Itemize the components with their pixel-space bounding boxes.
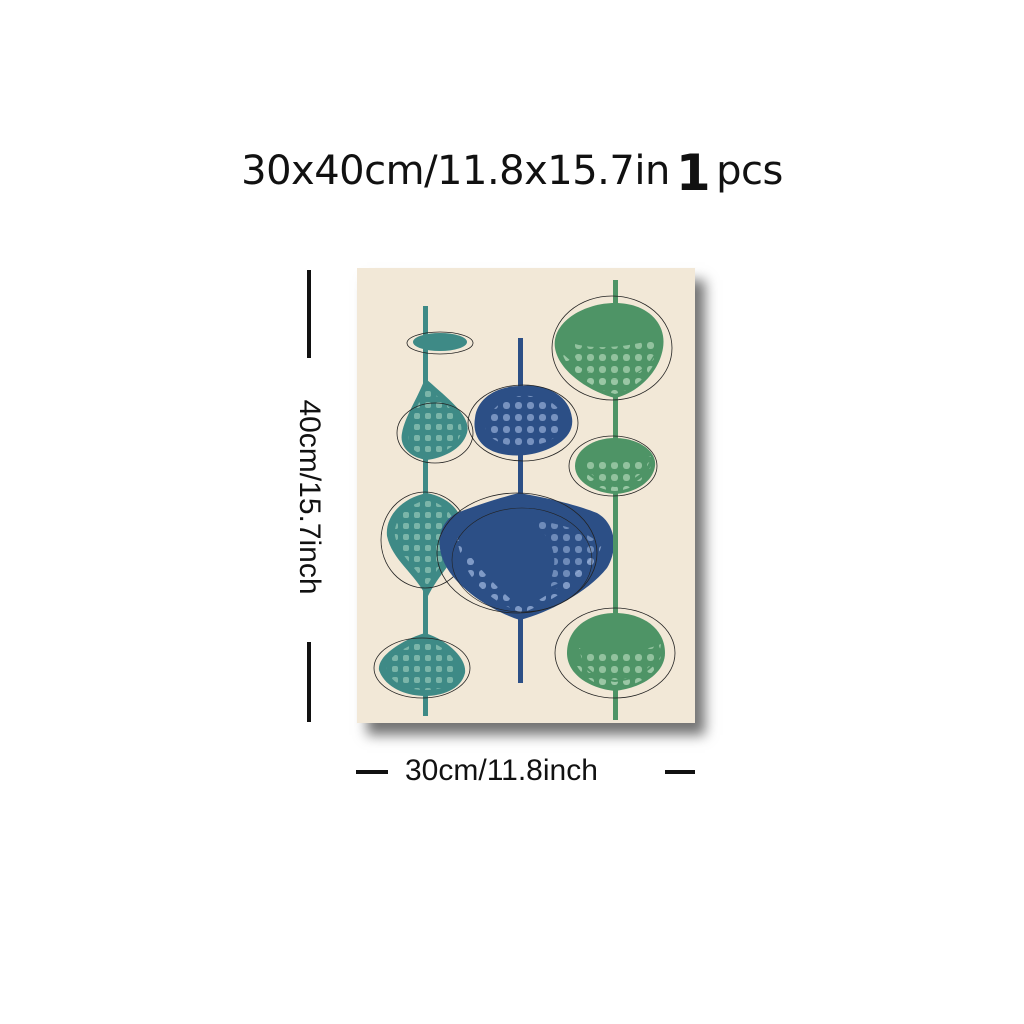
width-dimension-line-left: [356, 770, 388, 774]
quantity-unit: pcs: [716, 148, 783, 194]
canvas-print: [357, 268, 695, 723]
width-dimension-label: 30cm/11.8inch: [405, 754, 598, 787]
green-ornament-column: [551, 280, 676, 720]
blue-ornament-column: [436, 338, 614, 683]
height-dimension-line-top: [307, 270, 311, 358]
artwork: [357, 268, 695, 723]
width-dimension-line-right: [665, 770, 695, 774]
quantity-number: 1: [675, 144, 711, 202]
size-text: 30x40cm/11.8x15.7in: [241, 148, 670, 194]
height-dimension-line-bottom: [307, 642, 311, 722]
product-size-title: 30x40cm/11.8x15.7in 1 pcs: [0, 138, 1024, 202]
teal-ornament-column: [373, 306, 474, 716]
height-dimension-label: 40cm/15.7inch: [293, 399, 326, 595]
